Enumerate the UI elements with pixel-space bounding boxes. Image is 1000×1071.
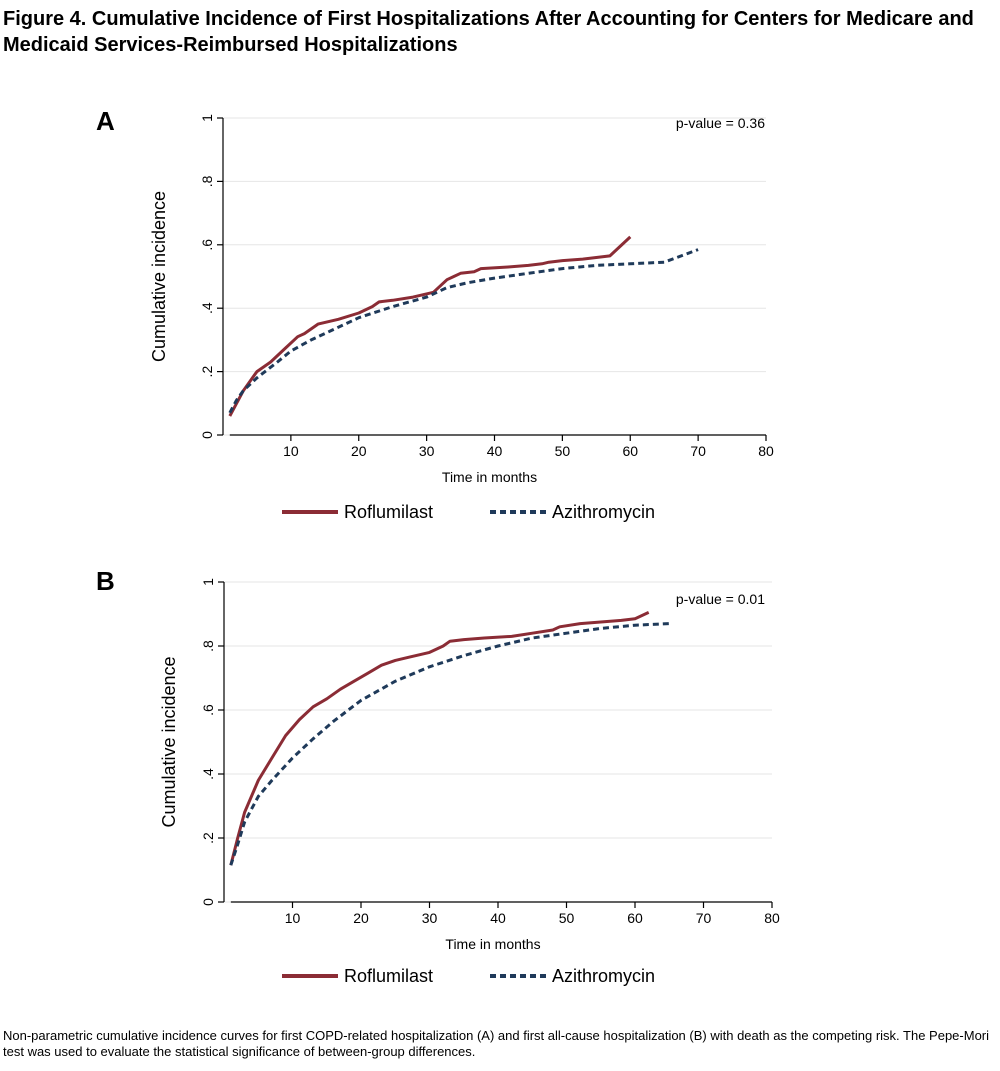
x-tick-label: 70 (696, 910, 712, 926)
y-tick-label: 1 (199, 114, 215, 122)
x-tick-label: 40 (487, 443, 503, 459)
y-tick-label: .4 (200, 768, 216, 780)
y-tick-label: .2 (200, 832, 216, 844)
series-line-azithromycin (228, 248, 699, 414)
x-tick-label: 10 (283, 443, 299, 459)
figure-title: Figure 4. Cumulative Incidence of First … (3, 8, 974, 56)
y-tick-label: 0 (200, 898, 216, 906)
x-axis-title: Time in months (442, 469, 537, 485)
figure-caption: Non-parametric cumulative incidence curv… (3, 1028, 990, 1059)
x-tick-label: 80 (758, 443, 774, 459)
y-tick-label: .2 (199, 366, 215, 378)
legend-label-azithromycin: Azithromycin (552, 966, 655, 986)
y-tick-label: 0 (199, 431, 215, 439)
x-tick-label: 50 (559, 910, 575, 926)
p-value-annotation: p-value = 0.36 (676, 115, 765, 131)
series-line-roflumilast (228, 235, 632, 417)
y-tick-label: .6 (200, 704, 216, 716)
panel-label: A (96, 106, 115, 136)
x-tick-label: 30 (419, 443, 435, 459)
series-line-roflumilast (229, 611, 650, 866)
p-value-annotation: p-value = 0.01 (676, 591, 765, 607)
x-tick-label: 60 (627, 910, 643, 926)
legend-label-azithromycin: Azithromycin (552, 502, 655, 522)
x-tick-label: 30 (422, 910, 438, 926)
y-tick-label: .6 (199, 239, 215, 251)
y-axis-title: Cumulative incidence (149, 191, 169, 362)
chart-panel-a: 0 .2 .4 .6 .8 1 10 20 30 40 50 60 70 80 A p-value = 0.3… (96, 106, 774, 522)
x-tick-label: 50 (555, 443, 571, 459)
x-tick-label: 20 (351, 443, 367, 459)
x-axis-title: Time in months (445, 936, 540, 952)
x-tick-label: 80 (764, 910, 780, 926)
y-tick-label: .4 (199, 302, 215, 314)
x-tick-label: 60 (622, 443, 638, 459)
panel-label: B (96, 566, 115, 596)
y-tick-label: 1 (200, 578, 216, 586)
y-tick-label: .8 (200, 640, 216, 652)
legend-label-roflumilast: Roflumilast (344, 502, 433, 522)
y-axis-title: Cumulative incidence (159, 656, 179, 827)
x-tick-label: 10 (285, 910, 301, 926)
x-tick-label: 70 (690, 443, 706, 459)
y-tick-label: .8 (199, 175, 215, 187)
series-line-azithromycin (229, 622, 670, 866)
legend-label-roflumilast: Roflumilast (344, 966, 433, 986)
chart-panel-b: 0 .2 .4 .6 .8 1 10 20 30 40 50 60 70 80 Bp-value = 0.0… (96, 566, 780, 986)
x-tick-label: 20 (353, 910, 369, 926)
x-tick-label: 40 (490, 910, 506, 926)
